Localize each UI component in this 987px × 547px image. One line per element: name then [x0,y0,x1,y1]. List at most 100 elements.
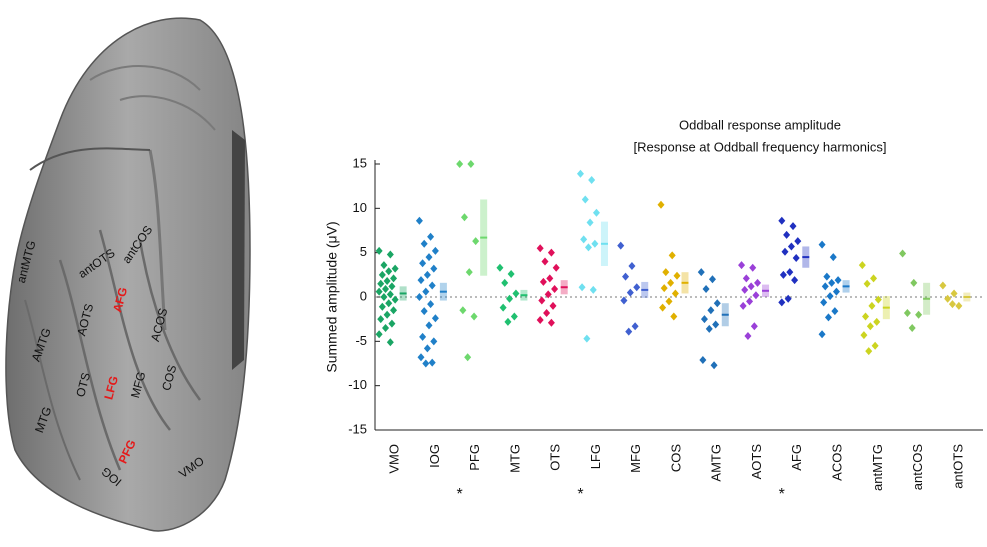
x-tick-label: PFG [467,444,482,471]
brain-label: AFG [110,286,130,314]
point [910,278,918,287]
point [583,334,591,343]
point [749,263,757,272]
point [578,283,586,292]
point [420,239,428,248]
point [660,284,668,293]
point [465,268,473,277]
point [781,247,789,256]
x-tick-label: VMO [387,444,402,474]
point [834,276,842,285]
point [380,261,388,270]
point [431,314,439,323]
point [390,306,398,315]
point [622,272,630,281]
x-tick-label: ACOS [830,444,845,481]
point [464,353,472,362]
point [832,287,840,296]
point [576,169,584,178]
point [789,222,797,231]
point [431,246,439,255]
point [874,295,882,304]
y-axis-label: Summed amplitude (μV) [324,221,340,372]
point [818,330,826,339]
point [899,249,907,258]
point [665,297,673,306]
point [383,310,391,319]
x-tick-label: antOTS [950,444,965,489]
point [388,282,396,291]
point [591,239,599,248]
point [779,270,787,279]
point [419,259,427,268]
point [783,230,791,239]
point [383,277,391,286]
point [391,264,399,273]
point [955,301,963,310]
point [592,208,600,217]
point [423,344,431,353]
point [504,317,512,326]
point [944,294,952,303]
point [427,232,435,241]
point [430,264,438,273]
point [544,290,552,299]
point [456,160,464,168]
point [824,313,832,322]
y-tick-label: 0 [360,288,367,303]
point [501,278,509,287]
point [551,285,559,294]
point [536,316,544,325]
significance-mark: * [457,486,463,503]
x-tick-label: AOTS [749,444,764,480]
point [738,261,746,270]
point [792,253,800,262]
point [871,341,879,350]
point [786,268,794,277]
point [744,332,752,341]
point [778,216,786,225]
x-tick-label: COS [668,444,683,473]
point [552,263,560,272]
point [539,277,547,286]
point [939,281,947,290]
y-tick-label: -10 [348,377,367,392]
x-tick-label: LFG [588,444,603,469]
point [506,294,514,303]
point [385,299,393,308]
brain-label: LFG [101,374,121,401]
point [543,308,551,317]
y-tick-label: -5 [355,333,367,348]
point [378,302,386,311]
point [659,303,667,312]
significance-mark: * [577,486,583,503]
point [752,291,760,300]
point [821,282,829,291]
point [380,293,388,301]
point [417,276,425,285]
point [377,315,385,324]
point [829,253,837,262]
point [549,301,557,310]
point [671,289,679,298]
point [915,310,923,319]
point [670,312,678,321]
point [423,270,431,279]
point [390,274,398,283]
point [820,298,828,307]
point [425,321,433,330]
chart: Oddball response amplitude [Response at … [324,117,983,503]
point [580,235,588,244]
point [747,282,755,291]
brain-image [5,17,251,532]
point [375,287,383,296]
point [617,241,625,250]
point [581,195,589,204]
point [700,315,708,324]
point [673,271,681,280]
point [860,331,868,340]
chart-subtitle: [Response at Oddball frequency harmonics… [634,139,887,154]
point [742,274,750,283]
point [419,332,427,341]
